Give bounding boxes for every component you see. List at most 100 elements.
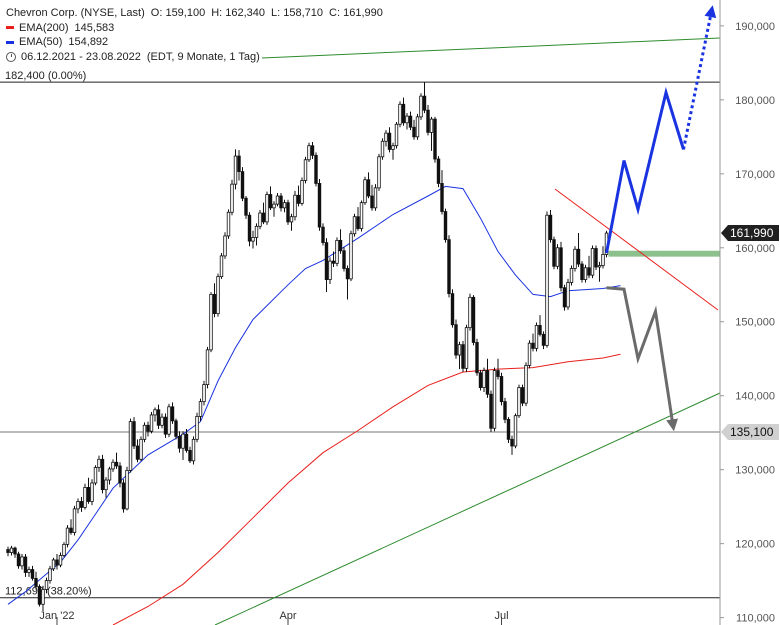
candle-body xyxy=(247,214,252,242)
candle-body xyxy=(258,212,262,227)
candle-body xyxy=(293,194,297,218)
chart-legend: Chevron Corp. (NYSE, Last) O: 159,100 H:… xyxy=(6,6,383,64)
candle-body xyxy=(559,247,563,289)
candle-body xyxy=(587,267,591,276)
candles-group xyxy=(6,82,609,611)
candle-body xyxy=(471,296,476,343)
price-tag-box xyxy=(721,225,779,242)
candle-body xyxy=(300,180,304,204)
candle-body xyxy=(37,586,42,605)
ohlc-high: H: 162,340 xyxy=(211,7,266,20)
info-icon xyxy=(6,51,16,62)
candle-body xyxy=(58,555,63,566)
candle-body xyxy=(384,132,388,142)
candle-body xyxy=(394,123,399,147)
candle-body xyxy=(475,342,479,374)
y-tick-label: 170,000 xyxy=(735,169,775,181)
candle-body xyxy=(296,194,301,204)
candle-body xyxy=(254,225,259,238)
fib-level-label: 112,692 (38.20%) xyxy=(5,586,92,598)
candle-body xyxy=(135,445,140,460)
candle-body xyxy=(62,543,66,556)
candle-body xyxy=(282,202,287,209)
candle-body xyxy=(338,239,343,252)
candle-body xyxy=(6,549,10,553)
candle-body xyxy=(177,435,182,449)
candle-body xyxy=(531,342,535,349)
candle-body xyxy=(153,409,157,416)
candle-body xyxy=(352,216,357,235)
candle-body xyxy=(223,235,227,257)
candle-body xyxy=(335,239,339,264)
candle-body xyxy=(485,370,490,395)
candle-body xyxy=(398,103,402,125)
candle-body xyxy=(440,183,444,212)
y-tick-label: 160,000 xyxy=(735,243,775,255)
candle-body xyxy=(499,376,504,403)
candle-body xyxy=(391,145,395,150)
candle-body xyxy=(111,461,115,470)
candle-body xyxy=(303,159,308,181)
candle-body xyxy=(422,95,427,111)
candle-body xyxy=(457,344,462,356)
candle-body xyxy=(174,420,178,437)
interval-info: (EDT, 9 Monate, 1 Tag) xyxy=(146,50,260,63)
candle-body xyxy=(90,482,94,502)
candle-body xyxy=(268,194,273,209)
y-tick-label: 120,000 xyxy=(735,539,775,551)
candle-body xyxy=(261,212,266,223)
candle-body xyxy=(34,578,38,587)
legend-title-row: Chevron Corp. (NYSE, Last) O: 159,100 H:… xyxy=(6,6,383,21)
upper-trendline xyxy=(261,37,721,59)
candle-body xyxy=(436,158,441,184)
candle-body xyxy=(419,95,423,118)
candle-body xyxy=(576,248,581,265)
candle-body xyxy=(527,342,532,366)
candle-body xyxy=(366,179,371,197)
candle-body xyxy=(541,333,546,346)
candle-body xyxy=(79,501,84,508)
candle-body xyxy=(121,482,126,510)
bullish-scenario-path xyxy=(605,86,685,254)
candle-body xyxy=(345,268,350,280)
lower-trendline xyxy=(214,392,721,625)
candle-body xyxy=(562,287,567,308)
candle-body xyxy=(520,387,525,404)
ohlc-low: L: 158,710 xyxy=(271,7,324,20)
candle-body xyxy=(132,421,136,447)
candle-body xyxy=(492,370,497,429)
candle-body xyxy=(545,214,549,346)
ema200-label: EMA(200) xyxy=(19,21,69,34)
candle-body xyxy=(146,424,150,432)
candle-body xyxy=(65,527,70,545)
candle-body xyxy=(433,118,437,160)
candle-body xyxy=(408,115,413,128)
candle-body xyxy=(583,267,588,280)
candle-body xyxy=(496,370,500,377)
candle-body xyxy=(118,465,122,484)
candle-body xyxy=(510,438,514,447)
legend-ema50-row: EMA(50) 154,892 xyxy=(6,35,383,50)
date-range: 06.12.2021 - 23.08.2022 xyxy=(21,50,141,63)
candle-body xyxy=(590,248,595,276)
candle-body xyxy=(548,214,553,241)
candle-body xyxy=(426,109,430,133)
candle-body xyxy=(468,296,472,329)
candle-body xyxy=(44,580,49,590)
candle-body xyxy=(513,415,518,447)
candle-body xyxy=(314,154,318,184)
candle-body xyxy=(349,233,353,280)
candle-body xyxy=(429,118,434,133)
symbol-title: Chevron Corp. (NYSE, Last) xyxy=(6,7,145,20)
candle-body xyxy=(286,202,290,223)
candle-body xyxy=(331,260,336,264)
candle-body xyxy=(377,156,381,189)
candle-body xyxy=(359,202,364,229)
candle-body xyxy=(272,203,276,209)
ohlc-open: O: 159,100 xyxy=(150,7,206,20)
candle-body xyxy=(160,416,164,426)
candle-body xyxy=(149,414,154,432)
candle-body xyxy=(597,265,602,268)
candle-body xyxy=(412,126,416,138)
x-tick-label: Jan '22 xyxy=(39,610,74,622)
